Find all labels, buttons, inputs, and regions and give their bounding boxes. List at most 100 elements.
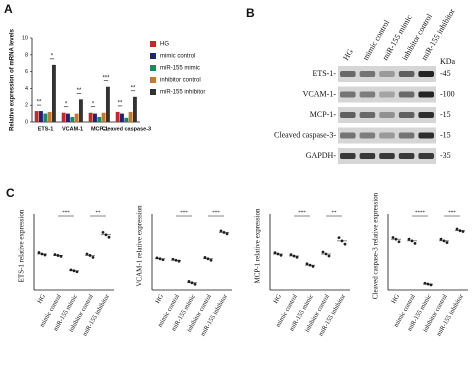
blot-strip	[338, 107, 436, 123]
y-axis-label: Relative expression of mRNA levels	[10, 28, 16, 130]
band	[379, 153, 395, 159]
data-point	[407, 237, 411, 241]
data-point	[445, 241, 449, 244]
significance: ***	[62, 211, 70, 216]
data-point	[289, 253, 293, 257]
data-point	[161, 258, 165, 262]
significance: **	[118, 100, 123, 106]
y-axis-label: ETS-1 relative expression	[18, 209, 26, 282]
x-tick-label: HG	[272, 293, 283, 305]
data-point	[209, 258, 213, 262]
significance: *	[51, 53, 54, 59]
legend-swatch	[150, 65, 156, 71]
data-point	[327, 254, 331, 258]
data-point	[337, 236, 341, 240]
data-point	[295, 255, 299, 259]
bar	[97, 116, 102, 122]
band	[398, 112, 415, 118]
x-tick-label: ETS-1	[38, 126, 54, 132]
kda-label: -15	[440, 130, 451, 139]
bar	[120, 113, 124, 122]
kda-label: -15	[440, 110, 451, 119]
data-point	[177, 259, 181, 263]
data-point	[171, 257, 175, 261]
data-point	[321, 250, 325, 254]
significance: ***	[448, 211, 456, 216]
band	[379, 71, 395, 77]
bar	[88, 112, 93, 122]
band	[359, 153, 376, 159]
band	[398, 153, 415, 159]
significance: ***	[180, 211, 188, 216]
band	[418, 132, 434, 139]
row-label: ETS-1-	[312, 69, 336, 78]
bar	[93, 113, 97, 122]
bar	[132, 96, 137, 122]
x-tick-label: HG	[154, 293, 165, 305]
bar	[43, 113, 48, 122]
panel-label: A	[4, 2, 13, 16]
blot-strip	[338, 127, 436, 144]
data-point	[305, 262, 309, 266]
data-point	[439, 237, 443, 241]
band	[359, 112, 376, 118]
band	[340, 112, 356, 118]
panel-label: B	[246, 6, 255, 20]
data-point	[85, 252, 89, 256]
significance: **	[131, 85, 136, 91]
bar	[66, 113, 70, 122]
significance: ***	[102, 75, 110, 81]
band	[340, 71, 356, 77]
bar	[128, 111, 133, 122]
data-point	[343, 242, 347, 246]
data-point	[311, 265, 315, 268]
bar	[101, 112, 106, 122]
data-point	[75, 270, 79, 274]
significance: **	[77, 88, 82, 94]
x-tick-label: Cleaved caspase-3	[102, 126, 151, 132]
band	[379, 132, 395, 139]
data-point	[455, 227, 459, 231]
y-tick-label: 0	[25, 119, 28, 125]
significance: **	[96, 211, 102, 216]
band	[398, 71, 415, 77]
y-axis-label: VCAM-1 relative expression	[136, 205, 144, 287]
blot-strip	[338, 86, 436, 103]
data-point	[203, 255, 207, 259]
bar	[34, 111, 39, 122]
data-point	[53, 253, 57, 256]
significance: ****	[415, 211, 426, 216]
kda-title: KDa	[440, 57, 456, 66]
kda-label: -45	[440, 69, 451, 78]
legend-label: HG	[160, 42, 169, 48]
significance: *	[65, 101, 68, 107]
legend-label: miR-155 mimic	[160, 66, 200, 72]
kda-label: -35	[440, 151, 451, 160]
data-point	[273, 251, 277, 255]
bar	[61, 112, 66, 122]
bar	[47, 111, 52, 122]
y-tick-label: 2	[25, 103, 28, 109]
legend-swatch	[150, 89, 156, 95]
bar	[51, 64, 56, 122]
bar	[105, 86, 110, 122]
legend-label: inhibitor control	[160, 78, 201, 84]
kda-label: -100	[440, 89, 455, 98]
band	[418, 71, 434, 77]
x-tick-label: VCAM-1	[62, 126, 83, 132]
significance: ***	[212, 211, 220, 216]
band	[418, 91, 434, 98]
bar	[70, 116, 75, 122]
y-tick-label: 6	[25, 69, 28, 75]
row-label: GAPDH-	[306, 151, 337, 160]
significance: ***	[298, 211, 306, 216]
legend-label: miR-155 inhibitor	[160, 90, 205, 96]
y-tick-label: 4	[25, 86, 28, 92]
data-point	[91, 255, 95, 259]
band	[418, 112, 434, 118]
band	[359, 91, 376, 98]
data-point	[155, 256, 159, 260]
data-point	[391, 236, 395, 239]
data-point	[37, 251, 41, 254]
